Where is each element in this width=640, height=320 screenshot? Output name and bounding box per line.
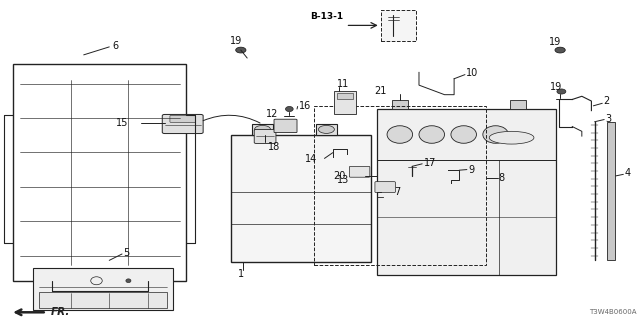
Ellipse shape (387, 126, 413, 143)
Bar (381, 10, 416, 41)
Ellipse shape (555, 47, 565, 53)
Text: 6: 6 (113, 41, 118, 51)
Text: FR.: FR. (51, 307, 70, 317)
Text: 16: 16 (299, 101, 311, 111)
FancyBboxPatch shape (375, 182, 396, 193)
Bar (337, 93, 353, 100)
Text: 19: 19 (230, 36, 242, 46)
Bar (607, 122, 615, 260)
Text: 10: 10 (467, 68, 479, 78)
Text: 7: 7 (394, 187, 401, 197)
FancyBboxPatch shape (170, 116, 195, 123)
Bar (316, 124, 337, 134)
Text: 5: 5 (124, 248, 129, 258)
Text: 19: 19 (549, 37, 561, 47)
Bar (392, 100, 408, 109)
Bar (334, 92, 356, 114)
Ellipse shape (419, 126, 445, 143)
Ellipse shape (489, 131, 534, 144)
Text: 1: 1 (238, 269, 244, 279)
Text: 17: 17 (424, 158, 436, 168)
Text: T3W4B0600A: T3W4B0600A (589, 309, 636, 316)
Text: 8: 8 (499, 172, 505, 182)
Bar (33, 268, 173, 310)
Text: 4: 4 (625, 168, 631, 178)
Text: 9: 9 (468, 165, 474, 175)
Bar (314, 106, 486, 265)
Ellipse shape (451, 126, 476, 143)
FancyBboxPatch shape (349, 166, 370, 177)
Text: 15: 15 (116, 118, 129, 128)
Text: 20: 20 (333, 171, 346, 181)
Text: 13: 13 (337, 175, 349, 185)
Text: 11: 11 (337, 78, 349, 89)
Ellipse shape (126, 279, 131, 283)
Text: 14: 14 (305, 154, 317, 164)
Text: 21: 21 (374, 86, 387, 97)
Ellipse shape (255, 125, 271, 133)
Ellipse shape (483, 126, 508, 143)
Ellipse shape (319, 125, 334, 133)
FancyBboxPatch shape (274, 119, 297, 132)
Bar (39, 292, 167, 308)
FancyBboxPatch shape (163, 115, 203, 133)
Bar (13, 64, 186, 281)
Text: 12: 12 (266, 109, 278, 119)
Text: 3: 3 (605, 114, 612, 124)
Ellipse shape (285, 107, 293, 112)
Ellipse shape (557, 89, 566, 94)
Bar (230, 134, 371, 262)
Bar (378, 109, 556, 275)
Ellipse shape (236, 47, 246, 53)
Text: B-13-1: B-13-1 (310, 12, 344, 21)
Bar (252, 124, 273, 134)
Text: 2: 2 (604, 96, 610, 106)
Text: 18: 18 (268, 142, 280, 152)
FancyBboxPatch shape (254, 129, 276, 143)
Bar (509, 100, 526, 109)
Text: 19: 19 (550, 82, 563, 92)
